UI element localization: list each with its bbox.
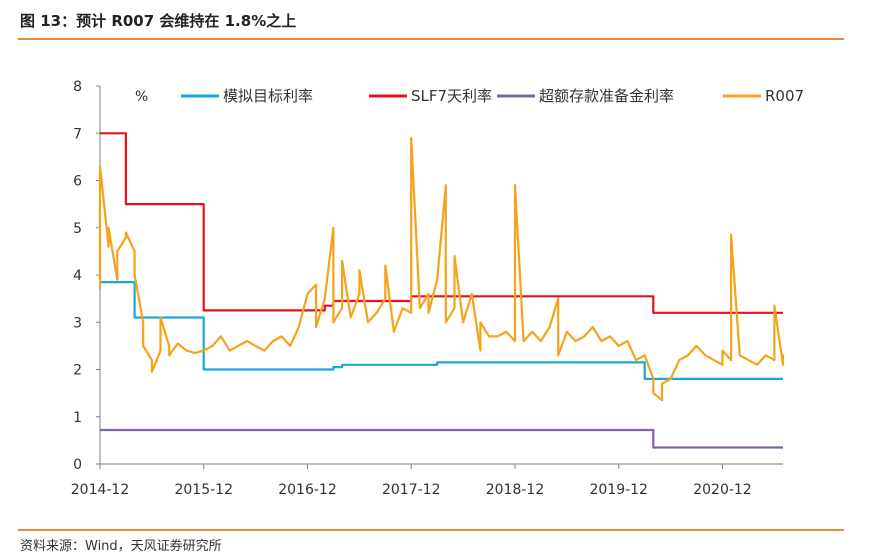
x-tick-label: 2014-12: [71, 482, 130, 498]
legend-label: 模拟目标利率: [223, 87, 313, 105]
x-tick-label: 2015-12: [174, 482, 233, 498]
y-tick-label: 4: [73, 268, 82, 284]
legend-label: SLF7天利率: [411, 87, 492, 105]
y-tick-label: 2: [73, 363, 82, 379]
y-tick-label: 1: [73, 410, 82, 426]
y-tick-label: 6: [73, 174, 82, 190]
x-tick-label: 2018-12: [486, 482, 545, 498]
series-line-2: [100, 428, 783, 449]
x-tick-label: 2016-12: [278, 482, 337, 498]
x-tick-label: 2020-12: [693, 482, 752, 498]
series-line-3: [98, 136, 785, 402]
y-tick-label: 5: [73, 221, 82, 237]
y-tick-label: 8: [73, 79, 82, 95]
x-tick-label: 2019-12: [589, 482, 648, 498]
legend-label: 超额存款准备金利率: [539, 87, 674, 105]
x-tick-label: 2017-12: [382, 482, 441, 498]
y-tick-label: 0: [73, 457, 82, 473]
y-tick-label: 3: [73, 315, 82, 331]
chart-axes: 0 1 2 3 4 5 6 7 8 2014-12 2015-12 2016-12 2017-12 201…: [71, 79, 783, 498]
series-line-0: [100, 281, 783, 380]
unit-label: %: [135, 89, 148, 105]
title-divider: [18, 38, 844, 40]
legend-label: R007: [765, 87, 804, 105]
source-note: 资料来源：Wind，天风证券研究所: [20, 539, 222, 554]
y-tick-label: 7: [73, 126, 82, 142]
page-title: 图 13：预计 R007 会维持在 1.8%之上: [20, 12, 297, 30]
chart-series-lines: [98, 132, 785, 449]
series-line-1: [100, 132, 783, 314]
source-divider: [18, 529, 844, 531]
chart-legend: 模拟目标利率 SLF7天利率 超额存款准备金利率 R007: [181, 87, 804, 105]
